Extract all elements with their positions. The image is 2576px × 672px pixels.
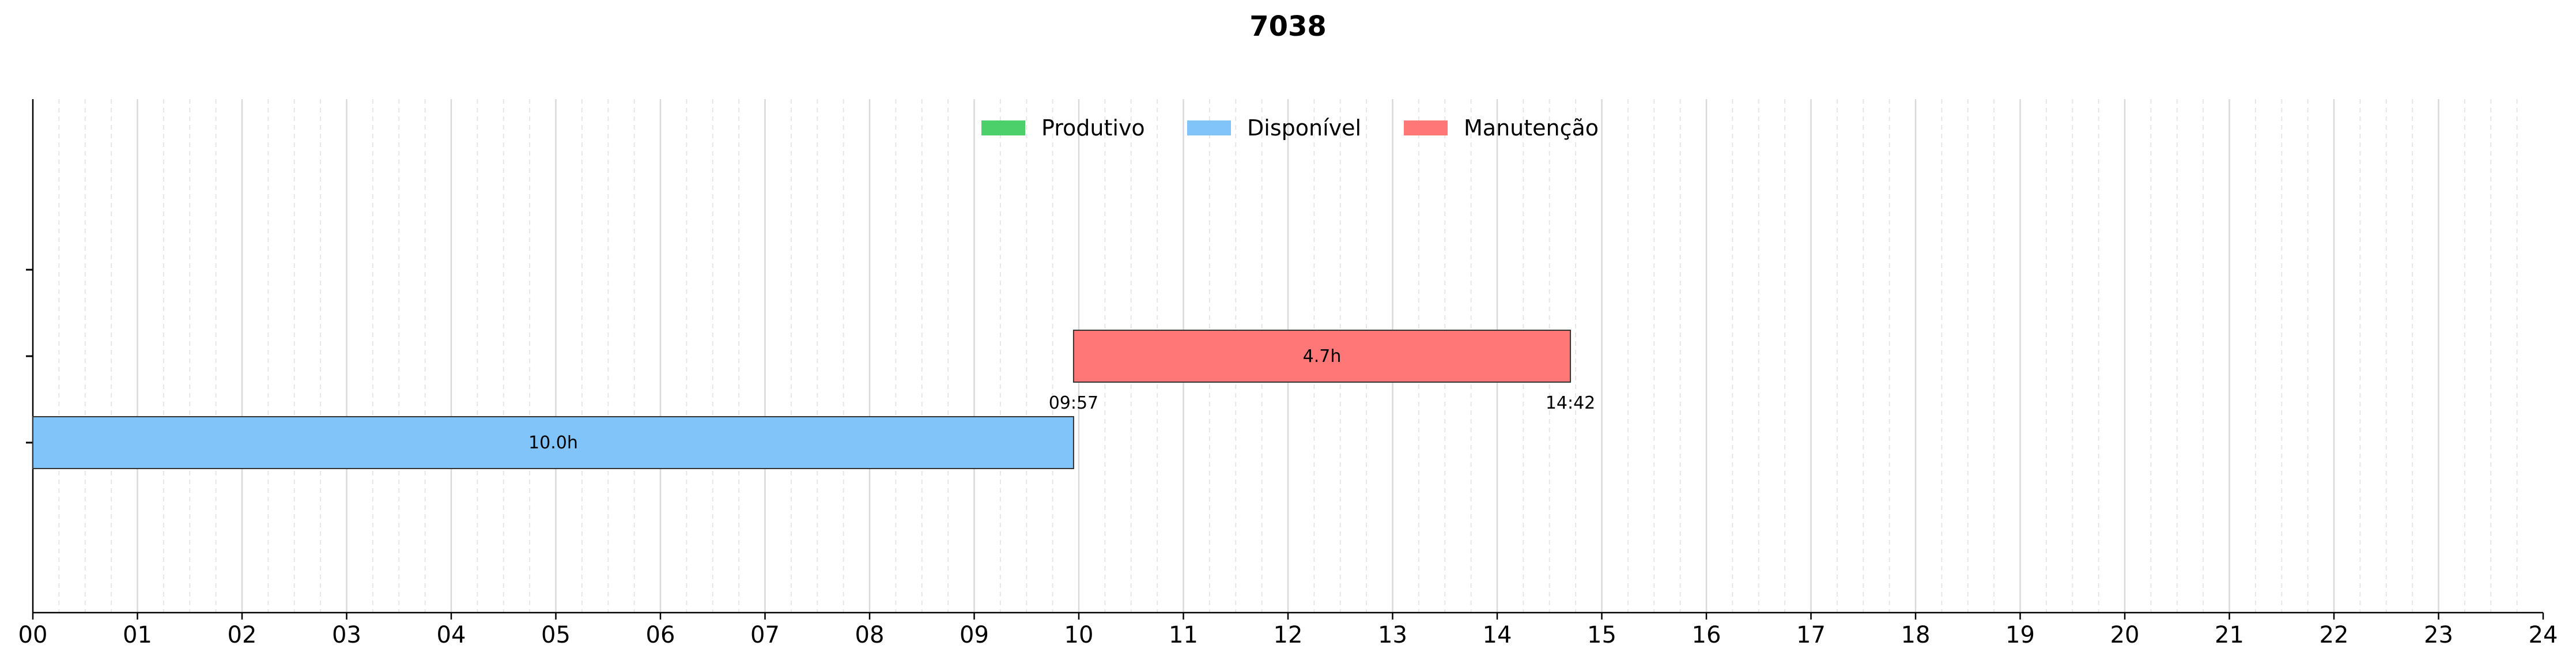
legend-label: Disponível [1247,115,1361,141]
x-tick-label: 22 [2320,622,2349,648]
legend: Produtivo Disponível Manutenção [981,115,1599,141]
legend-label: Manutenção [1464,115,1599,141]
bar-start-time-label: 09:57 [1049,393,1098,413]
x-tick-label: 09 [960,622,989,648]
bar-end-time-label: 14:42 [1546,393,1595,413]
x-tick-label: 13 [1378,622,1407,648]
axes-layer: 00 01 02 03 04 05 06 07 08 09 10 11 12 13 14 15 16 17 18 19… [18,99,2558,648]
x-tick-label: 24 [2529,622,2558,648]
gantt-bar [1072,330,1572,383]
x-tick-label: 12 [1274,622,1303,648]
x-tick-label: 06 [646,622,675,648]
x-tick-label: 20 [2110,622,2140,648]
x-tick-label: 08 [855,622,885,648]
legend-swatch [1404,120,1448,135]
x-tick-label: 04 [437,622,466,648]
x-tick-label: 10 [1064,622,1094,648]
x-tick-label: 07 [750,622,780,648]
x-tick-label: 00 [18,622,48,648]
x-tick-label: 15 [1587,622,1616,648]
legend-swatch [1187,120,1231,135]
x-tick-label: 19 [2005,622,2035,648]
x-tick-label: 16 [1692,622,1721,648]
x-tick-label: 11 [1169,622,1198,648]
grid-layer [58,99,2518,613]
x-tick-label: 21 [2215,622,2244,648]
x-tick-label: 05 [541,622,571,648]
x-tick-label: 17 [1796,622,1826,648]
bars-layer: 10.0h 4.7h 09:57 14:42 [32,330,1595,469]
x-tick-label: 03 [332,622,361,648]
bar-duration-label: 10.0h [528,433,578,453]
bar-duration-label: 4.7h [1303,346,1342,367]
x-tick-label: 01 [123,622,152,648]
legend-label: Produtivo [1041,115,1145,141]
chart-title: 7038 [1249,10,1327,43]
x-tick-label: 23 [2424,622,2453,648]
gantt-bar [32,416,1074,469]
x-tick-label: 18 [1901,622,1931,648]
x-tick-label: 14 [1483,622,1512,648]
x-tick-label: 02 [228,622,257,648]
legend-swatch [981,120,1025,135]
